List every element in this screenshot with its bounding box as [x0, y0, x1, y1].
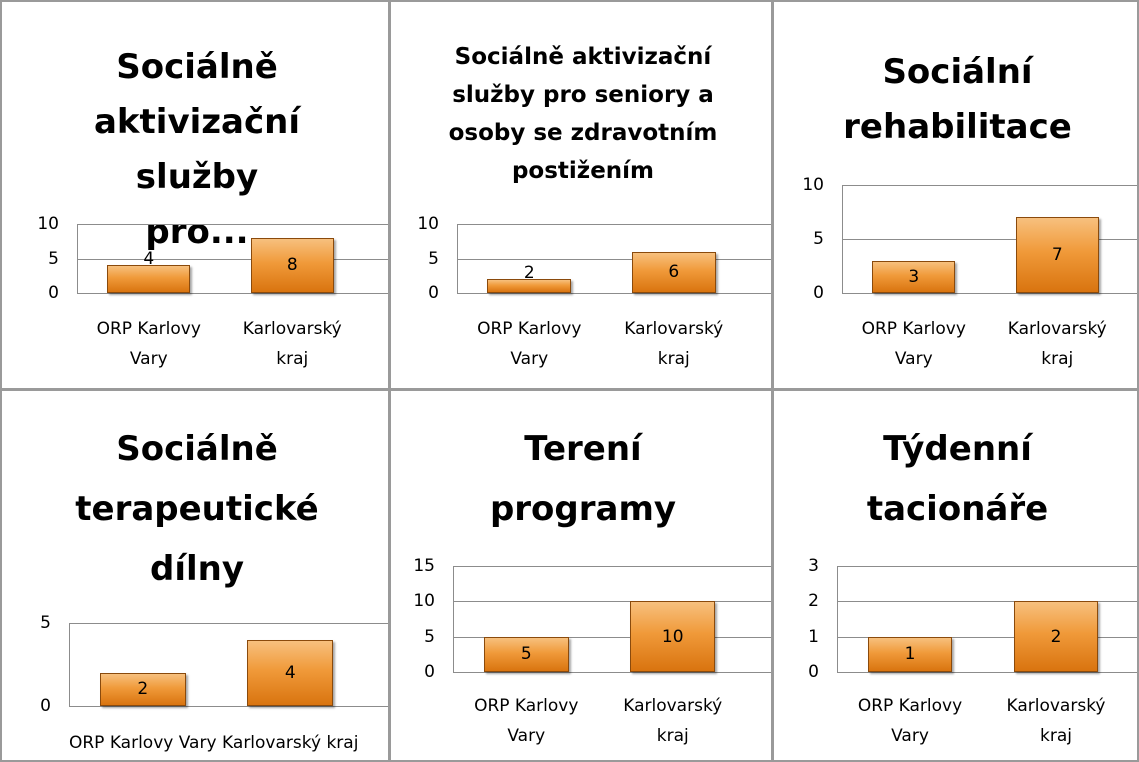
bar [631, 251, 716, 293]
bar [1013, 601, 1099, 672]
grid-line [842, 239, 1137, 240]
bar [483, 636, 569, 672]
data-label: 1 [904, 644, 916, 665]
bar [487, 279, 572, 293]
bar [867, 636, 953, 672]
y-tick-label: 10 [413, 591, 435, 612]
bar [247, 639, 334, 706]
chart-title: Týdenní tacionáře [866, 429, 1049, 529]
bar [250, 237, 334, 293]
x-tick-label: ORP Karlovy Vary [857, 696, 963, 746]
y-tick-label: 0 [808, 662, 819, 682]
x-tick-label: ORP Karlovy Vary [861, 319, 966, 369]
x-tick-label: Karlovarský kraj [222, 733, 359, 753]
chart-panel: Sociálně aktivizační služby pro... 0 5 10 4 O… [0, 0, 390, 390]
grid-line [457, 258, 771, 260]
grid-line [837, 566, 1137, 567]
grid-line [77, 258, 388, 260]
chart-title: Sociálně terapeutické dílny [75, 429, 319, 589]
data-label: 4 [284, 662, 296, 683]
y-tick-label: 0 [813, 283, 824, 303]
chart-title: Sociálně aktivizační služby pro seniory … [448, 44, 718, 184]
x-tick-label: ORP Karlovy Vary [474, 696, 579, 746]
y-tick-label: 0 [48, 283, 59, 303]
chart-panel: Sociálně terapeutické dílny 0 5 2 ORP Karlov… [0, 389, 390, 762]
grid-line [457, 224, 771, 225]
grid-line [453, 636, 771, 638]
y-tick-label: 3 [808, 556, 819, 576]
x-tick-label: Karlovarský kraj [623, 696, 723, 746]
chart-title: Sociálně aktivizační služby pro... [93, 47, 301, 252]
bar [107, 265, 191, 293]
chart-panel: Sociálně aktivizační služby pro seniory … [389, 0, 773, 390]
data-label: 2 [137, 679, 149, 700]
x-tick-label: Karlovarský kraj [624, 319, 724, 369]
x-tick-label: Karlovarský kraj [242, 319, 342, 369]
y-axis [457, 224, 458, 293]
grid-line [842, 185, 1137, 186]
bar [872, 260, 956, 293]
y-axis [842, 185, 843, 293]
data-label: 8 [286, 255, 298, 276]
y-tick-label: 0 [428, 283, 439, 303]
data-label: 10 [661, 626, 684, 647]
chart-title: Terení programy [489, 429, 677, 529]
y-axis [453, 566, 454, 672]
data-label: 3 [908, 266, 920, 287]
x-tick-label: Karlovarský kraj [1007, 319, 1107, 369]
y-tick-label: 5 [48, 248, 59, 269]
grid-line [837, 601, 1137, 603]
grid-line [457, 293, 771, 294]
grid-line [69, 623, 388, 624]
y-tick-label: 10 [37, 214, 59, 234]
grid-line [453, 672, 771, 673]
grid-line [837, 636, 1137, 638]
y-tick-label: 1 [808, 626, 819, 647]
grid-line [453, 566, 771, 567]
y-axis [77, 224, 78, 293]
data-label: 5 [520, 644, 532, 665]
chart-panel: Sociální rehabilitace 0 5 10 3 ORP Karlovy Va… [772, 0, 1139, 390]
y-tick-label: 0 [40, 696, 51, 716]
y-tick-label: 0 [424, 662, 435, 682]
y-tick-label: 10 [802, 175, 824, 195]
grid-line [77, 224, 388, 225]
bar [630, 601, 716, 672]
data-label: 2 [1050, 626, 1062, 647]
x-tick-label: ORP Karlovy Vary [477, 319, 582, 369]
grid-line [77, 293, 388, 294]
y-tick-label: 5 [813, 229, 824, 249]
y-tick-label: 5 [40, 613, 51, 633]
grid-line [837, 672, 1137, 673]
y-axis [837, 566, 838, 672]
x-tick-label: ORP Karlovy Vary [96, 319, 201, 369]
data-label: 2 [523, 263, 535, 284]
grid-line [69, 706, 388, 707]
chart-title: Sociální rehabilitace [843, 52, 1072, 147]
y-tick-label: 5 [424, 626, 435, 647]
bar [99, 672, 186, 706]
x-tick-label: Karlovarský kraj [1006, 696, 1106, 746]
chart-panel: Terení programy 0 5 10 15 5 ORP Karlovy Vary 10… [389, 389, 773, 762]
chart-panel: Týdenní tacionáře 0 1 2 3 1 ORP Karlovy Vary 2 K… [772, 389, 1139, 762]
y-tick-label: 2 [808, 591, 819, 612]
y-tick-label: 15 [413, 556, 435, 576]
grid-line [453, 601, 771, 603]
y-tick-label: 10 [417, 214, 439, 234]
x-tick-label: ORP Karlovy Vary [68, 733, 217, 753]
y-axis [69, 623, 70, 706]
data-label: 4 [143, 249, 155, 270]
data-label: 7 [1051, 245, 1063, 266]
grid-line [842, 293, 1137, 294]
y-tick-label: 5 [428, 248, 439, 269]
data-label: 6 [668, 262, 680, 283]
bar [1015, 217, 1099, 293]
